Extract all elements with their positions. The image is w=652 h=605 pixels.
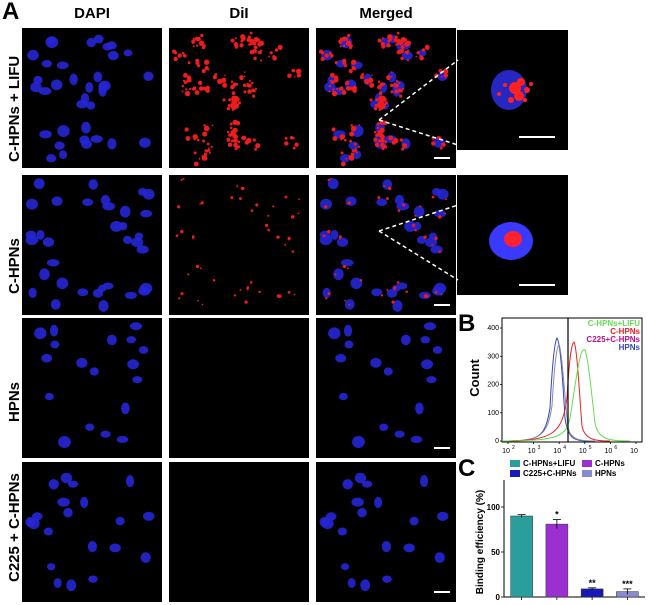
micrograph-dapi-row-4 [22, 462, 162, 602]
micrograph-merged-row-2 [316, 175, 456, 315]
bar-legend-label: HPNs [595, 469, 617, 478]
bar-legend-swatch [582, 470, 592, 477]
hist-ytick-label: 0 [495, 438, 499, 445]
bar-chart-ylabel: Binding efficiency (%) [475, 490, 486, 594]
micrograph-merged-row-4 [316, 462, 456, 602]
zoom-connector-lines [378, 59, 459, 281]
micrograph-dapi-row-1 [22, 28, 162, 168]
hist-legend-entry: HPNs [619, 343, 641, 352]
significance-mark: * [555, 510, 559, 520]
zoom-inset-chpns [457, 175, 568, 295]
micrograph-dil-row-2 [169, 175, 309, 315]
bar-legend-swatch [510, 460, 520, 467]
hist-ytick-label: 100 [487, 410, 499, 417]
row-label-chpns: C-HPNs [6, 238, 23, 294]
micrograph-dil-row-3 [169, 318, 309, 458]
hist-ytick-label: 300 [487, 353, 499, 360]
hist-lifu [501, 349, 631, 442]
column-header-merged: Merged [359, 5, 413, 22]
hist-hpns [501, 337, 591, 442]
histogram-ylabel: Count [470, 359, 482, 397]
bar-ytick-label: 100 [487, 503, 501, 512]
hist-legend-entry: C225+C-HPNs [586, 335, 640, 344]
hist-xtick-label: 10 [630, 448, 638, 455]
hist-xtick-label: 10 [553, 448, 561, 455]
bar-legend-label: C225+C-HPNs [523, 469, 577, 478]
row-label-hpns: HPNs [6, 381, 23, 422]
hist-xtick-label: 10 [528, 448, 536, 455]
significance-mark: *** [622, 579, 633, 589]
hist-xtick-exponent: 2 [512, 445, 515, 451]
bar-legend-swatch [582, 460, 592, 467]
hist-ytick-label: 200 [487, 382, 499, 389]
micrograph-dil-row-4 [169, 462, 309, 602]
hist-legend-entry: C-HPNs+LIFU [588, 319, 640, 328]
hist-xtick-label: 10 [579, 448, 587, 455]
hist-xtick-exponent: 3 [538, 445, 541, 451]
histogram-frame [501, 317, 643, 443]
hist-legend-entry: C-HPNs [610, 327, 640, 336]
zoom-inset-chpns-lifu [457, 30, 568, 150]
bar-ytick-label: 0 [496, 593, 501, 602]
micrograph-dapi-row-2 [22, 175, 162, 315]
hist-xtick-exponent: 6 [614, 445, 617, 451]
bar-legend-swatch [510, 470, 520, 477]
column-header-dil: DiI [229, 5, 249, 22]
hist-xtick-label: 10 [605, 448, 613, 455]
micrograph-dapi-row-3 [22, 318, 162, 458]
column-header-dapi: DAPI [74, 5, 110, 22]
row-label-chpns-lifu: C-HPNs + LIFU [6, 55, 23, 162]
hist-xtick-exponent: 4 [563, 445, 566, 451]
hist-c225 [501, 342, 596, 442]
bar-ytick-label: 50 [491, 548, 500, 557]
bar-legend-label: C-HPNs [595, 460, 625, 468]
micrograph-dil-row-1 [169, 28, 309, 168]
bar-2 [545, 523, 569, 598]
hist-ytick-label: 400 [487, 325, 499, 332]
hist-xtick-label: 10 [502, 448, 510, 455]
panel-b-letter: B [458, 310, 476, 337]
bar-3 [580, 588, 604, 598]
bar-legend-label: C-HPNs+LIFU [523, 460, 575, 468]
micrograph-merged-row-3 [316, 318, 456, 458]
hist-xtick-exponent: 5 [589, 445, 592, 451]
row-label-c225-chpns: C225 + C-HPNs [6, 473, 23, 582]
panel-a-letter: A [2, 0, 20, 25]
panel-c-letter: C [458, 455, 476, 482]
significance-mark: ** [589, 578, 597, 588]
micrograph-merged-row-1 [316, 28, 456, 168]
hist-chpns [501, 341, 611, 442]
bar-1 [510, 515, 533, 598]
